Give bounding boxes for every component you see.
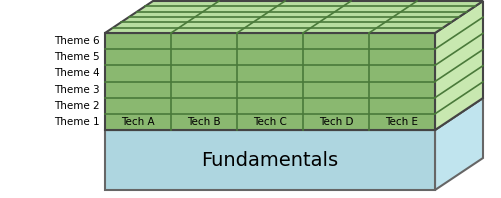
Text: Theme 6: Theme 6 <box>55 36 100 46</box>
Text: Tech A: Tech A <box>121 117 155 127</box>
Text: Theme 2: Theme 2 <box>55 101 100 111</box>
Bar <box>105 33 435 130</box>
Polygon shape <box>435 1 483 130</box>
Text: Tech D: Tech D <box>319 117 353 127</box>
Text: Theme 3: Theme 3 <box>55 85 100 95</box>
Text: Theme 1: Theme 1 <box>55 117 100 127</box>
Text: Fundamentals: Fundamentals <box>201 150 339 169</box>
Polygon shape <box>105 1 483 33</box>
Text: Tech E: Tech E <box>385 117 418 127</box>
Bar <box>105 130 435 190</box>
Text: Theme 4: Theme 4 <box>55 69 100 78</box>
Text: Theme 5: Theme 5 <box>55 52 100 62</box>
Text: Tech B: Tech B <box>187 117 221 127</box>
Polygon shape <box>435 98 483 190</box>
Polygon shape <box>105 98 483 130</box>
Text: Tech C: Tech C <box>253 117 287 127</box>
